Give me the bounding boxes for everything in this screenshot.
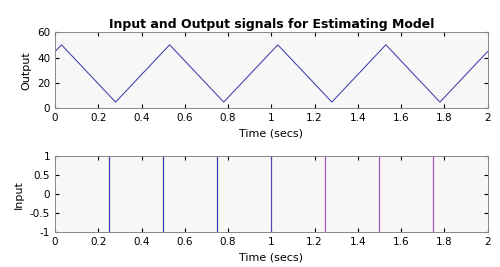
Y-axis label: Output: Output [22,51,32,90]
Title: Input and Output signals for Estimating Model: Input and Output signals for Estimating … [108,18,434,31]
Y-axis label: Input: Input [14,180,24,209]
X-axis label: Time (secs): Time (secs) [240,129,303,139]
X-axis label: Time (secs): Time (secs) [240,253,303,263]
